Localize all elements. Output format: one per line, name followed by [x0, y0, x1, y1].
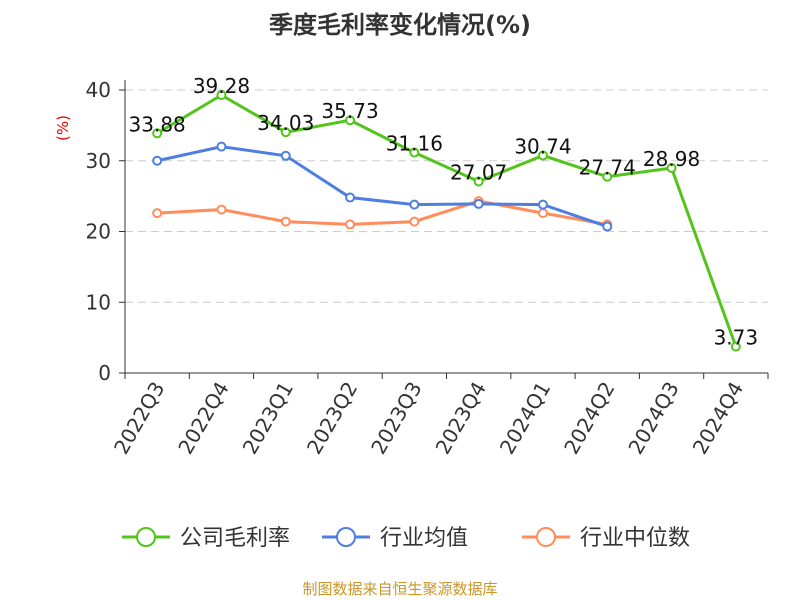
data-label: 34.03 [257, 111, 314, 135]
data-label: 3.73 [714, 326, 759, 350]
data-point[interactable] [602, 221, 613, 232]
x-tick-label: 2022Q4 [173, 378, 233, 459]
data-label: 27.74 [579, 156, 636, 180]
data-point[interactable] [152, 155, 163, 166]
x-tick-label: 2023Q4 [431, 378, 491, 459]
data-point[interactable] [409, 147, 420, 158]
x-tick-label: 2024Q4 [688, 378, 748, 459]
legend-label[interactable]: 公司毛利率 [180, 526, 290, 551]
legend-label[interactable]: 行业中位数 [580, 526, 690, 551]
data-label: 33.88 [129, 112, 186, 136]
data-point[interactable] [280, 216, 291, 227]
x-tick-label: 2024Q1 [495, 378, 555, 459]
x-tick-label: 2023Q1 [238, 378, 298, 459]
x-tick-label: 2024Q2 [559, 378, 619, 459]
data-point[interactable] [152, 128, 163, 139]
data-label: 39.28 [193, 74, 250, 98]
series-line [157, 199, 608, 226]
x-tick-label: 2023Q2 [302, 378, 362, 459]
data-point[interactable] [280, 127, 291, 138]
data-point[interactable] [537, 208, 548, 219]
data-label: 31.16 [386, 132, 443, 156]
data-point[interactable] [409, 216, 420, 227]
data-point[interactable] [345, 219, 356, 230]
x-tick-label: 2023Q3 [366, 378, 426, 459]
data-point[interactable] [345, 115, 356, 126]
chart-title: 季度毛利率变化情况(%) [269, 11, 531, 39]
data-label: 35.73 [321, 99, 378, 123]
data-label: 27.07 [450, 160, 507, 184]
data-point[interactable] [409, 199, 420, 210]
data-point[interactable] [537, 199, 548, 210]
y-tick-label: 0 [98, 361, 111, 385]
legend-marker-icon[interactable] [536, 527, 556, 547]
data-point[interactable] [216, 204, 227, 215]
legend-marker-icon[interactable] [336, 527, 356, 547]
data-point[interactable] [473, 176, 484, 187]
series-line [156, 93, 738, 348]
y-tick-label: 30 [86, 149, 111, 173]
data-label: 30.74 [514, 135, 571, 159]
data-point[interactable] [602, 171, 613, 182]
x-tick-label: 2024Q3 [623, 378, 683, 459]
data-point[interactable] [730, 341, 741, 352]
x-tick-label: 2022Q3 [109, 378, 169, 459]
data-point[interactable] [666, 162, 677, 173]
data-point[interactable] [280, 150, 291, 161]
data-point[interactable] [345, 192, 356, 203]
y-tick-label: 20 [86, 220, 111, 244]
series-line [156, 145, 608, 228]
y-tick-label: 40 [86, 78, 111, 102]
legend-label[interactable]: 行业均值 [380, 526, 468, 551]
y-axis-label: (%) [54, 115, 72, 141]
y-tick-label: 10 [86, 290, 111, 314]
data-label: 28.98 [643, 147, 700, 171]
data-point[interactable] [216, 90, 227, 101]
data-point[interactable] [152, 208, 163, 219]
data-point[interactable] [473, 198, 484, 209]
data-point[interactable] [537, 150, 548, 161]
data-point[interactable] [216, 141, 227, 152]
footer-source: 制图数据来自恒生聚源数据库 [302, 580, 497, 598]
legend-marker-icon[interactable] [136, 527, 156, 547]
